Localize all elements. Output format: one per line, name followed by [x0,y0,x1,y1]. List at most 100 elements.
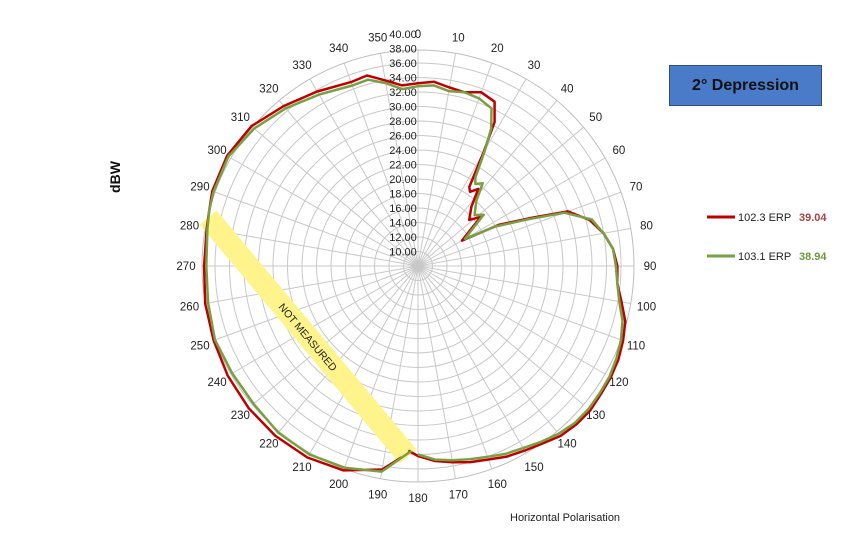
angle-tick-label: 140 [558,439,577,451]
series-line-2 [205,78,624,473]
grid-ring [359,207,477,325]
outer-ring [201,49,635,483]
legend-series-value: 39.04 [799,212,827,224]
not-measured-band [199,210,417,464]
radial-tick-label: 40.00 [389,29,417,41]
angle-tick-label: 10 [452,33,465,45]
grid-spoke [417,53,456,267]
grid-spoke [417,100,558,267]
grid-spoke [417,157,606,267]
angle-tick-label: 340 [329,43,348,55]
grid-spoke [309,265,419,454]
angle-tick-label: 60 [613,145,626,157]
grid-spoke [417,265,622,341]
angle-tick-label: 190 [368,490,387,502]
angle-tick-label: 250 [190,340,209,352]
grid-spoke [417,265,493,470]
angle-tick-label: 120 [609,377,628,389]
radial-tick-label: 18.00 [389,189,417,201]
radial-tick-label: 24.00 [389,145,417,157]
angle-tick-label: 270 [176,261,195,273]
radial-tick-label: 26.00 [389,131,417,143]
legend: 102.3 ERP 39.04 103.1 ERP 38.94 [707,212,827,263]
angle-tick-label: 300 [208,145,227,157]
angle-tick-label: 80 [640,221,653,233]
grid-ring [301,149,535,383]
angle-tick-label: 50 [589,112,602,124]
angle-tick-label: 200 [329,479,348,491]
polar-grid [201,49,635,483]
grid-spoke [380,53,419,267]
radial-tick-label: 16.00 [389,203,417,215]
grid-ring [316,164,520,368]
legend-series-name: 102.3 ERP [738,212,791,224]
grid-spoke [417,228,631,267]
radial-tick-label: 34.00 [389,73,417,85]
grid-spoke [417,265,631,304]
angle-tick-label: 180 [408,493,427,505]
angle-tick-label: 70 [630,182,643,194]
grid-ring [388,236,448,296]
grid-ring [403,251,433,281]
angle-tick-label: 350 [368,33,387,45]
angle-tick-label: 150 [524,462,543,474]
grid-spoke [252,265,419,406]
grid-spoke [417,265,456,479]
grid-spoke [417,78,527,267]
chart-title-box: 2° Depression [669,65,822,106]
grid-spoke [252,126,419,267]
angle-tick-label: 310 [231,112,250,124]
grid-spoke [230,265,419,375]
radial-tick-label: 28.00 [389,116,417,128]
radial-tick-label: 10.00 [389,247,417,259]
not-measured-annotation: NOT MEASURED [199,210,417,464]
grid-spoke [309,78,419,267]
grid-ring [272,120,564,412]
angle-tick-label: 240 [208,377,227,389]
angle-tick-labels: 0 10 20 30 40 50 60 70 80 90 100 110 120 130 140 150 160… [176,29,656,505]
grid-spoke [214,265,419,341]
legend-series-value: 38.94 [799,251,827,263]
grid-ring [345,193,491,339]
grid-ring [374,222,462,310]
angle-tick-label: 320 [259,83,278,95]
angle-tick-label: 0 [415,29,421,41]
grid-spoke [417,265,606,375]
angle-tick-label: 160 [488,479,507,491]
grid-spoke [205,265,419,304]
grid-spoke [417,265,527,454]
grid-spoke [417,265,584,406]
grid-spoke [205,228,419,267]
radial-tick-label: 38.00 [389,44,417,56]
grid-ring [330,178,506,354]
radial-tick-labels: 10.00 12.00 14.00 16.00 18.00 20.00 22.00 24.00… [389,29,417,259]
grid-spoke [230,157,419,267]
grid-spoke [343,62,419,267]
y-axis-label: dBW [107,160,123,193]
grid-ring [214,62,622,470]
angle-tick-label: 220 [259,439,278,451]
angle-tick-label: 110 [627,340,645,352]
angle-tick-label: 40 [561,83,574,95]
angle-tick-label: 330 [292,60,311,72]
not-measured-label: NOT MEASURED [276,301,340,374]
angle-tick-label: 100 [637,301,656,313]
radial-tick-label: 36.00 [389,58,417,70]
angle-tick-label: 90 [644,261,657,273]
series-lines [202,74,627,473]
angle-tick-label: 290 [190,182,209,194]
grid-spoke [417,62,493,267]
grid-spoke [278,100,419,267]
radial-tick-label: 32.00 [389,87,417,99]
grid-ring [287,135,549,397]
angle-tick-label: 230 [231,410,250,422]
radial-tick-label: 20.00 [389,174,417,186]
grid-spoke [417,126,584,267]
grid-spoke [417,191,622,267]
radial-tick-label: 30.00 [389,102,417,114]
angle-tick-label: 280 [180,221,199,233]
angle-tick-label: 20 [491,43,504,55]
grid-spoke [214,191,419,267]
angle-tick-label: 130 [586,410,605,422]
